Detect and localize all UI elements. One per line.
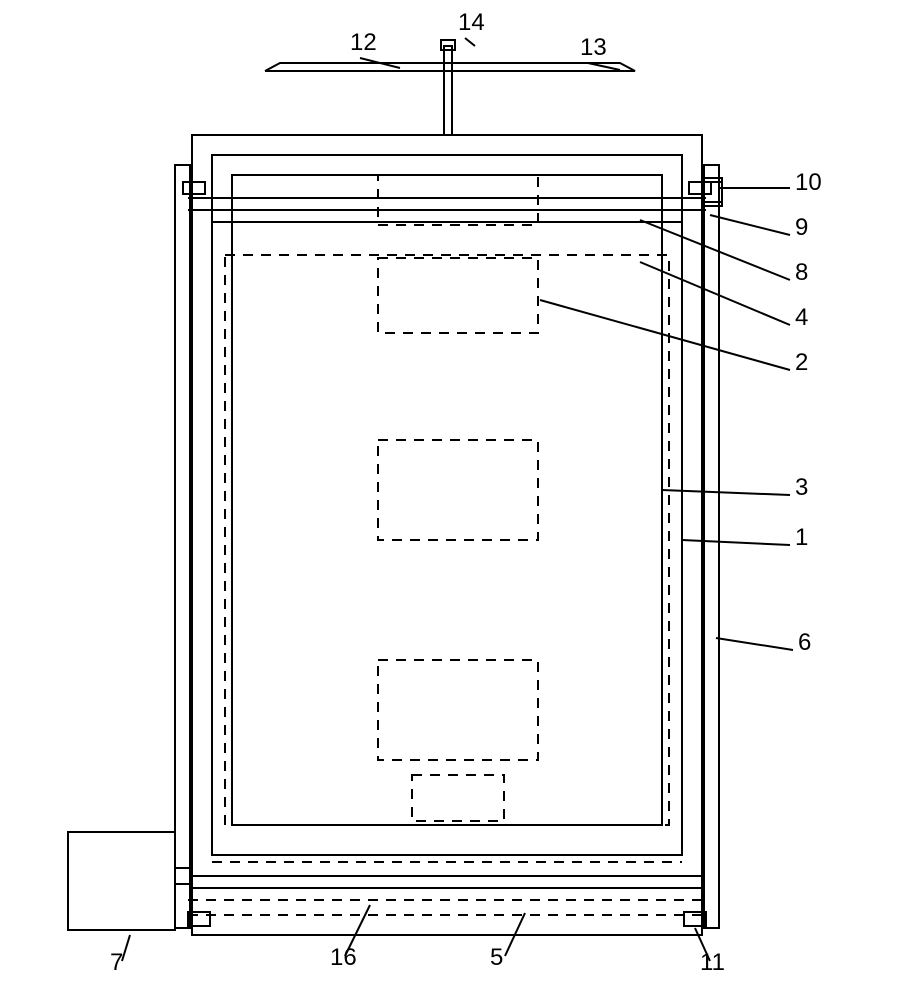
callout-label-3: 3: [795, 474, 808, 501]
callout-label-5: 5: [490, 944, 503, 971]
callout-label-1: 1: [795, 524, 808, 551]
callout-label-13: 13: [580, 34, 607, 61]
callout-label-12: 12: [350, 29, 377, 56]
shapes: [68, 40, 722, 935]
callout-label-14: 14: [458, 9, 485, 36]
callout-label-6: 6: [798, 629, 811, 656]
callout-label-10: 10: [795, 169, 822, 196]
callout-label-11: 11: [700, 949, 725, 976]
callout-label-4: 4: [795, 304, 808, 331]
technical-diagram: 121413109842316716511: [0, 0, 897, 1000]
callout-label-9: 9: [795, 214, 808, 241]
callout-label-7: 7: [110, 949, 123, 976]
callout-label-16: 16: [330, 944, 357, 971]
callout-label-2: 2: [795, 349, 808, 376]
callout-label-8: 8: [795, 259, 808, 286]
